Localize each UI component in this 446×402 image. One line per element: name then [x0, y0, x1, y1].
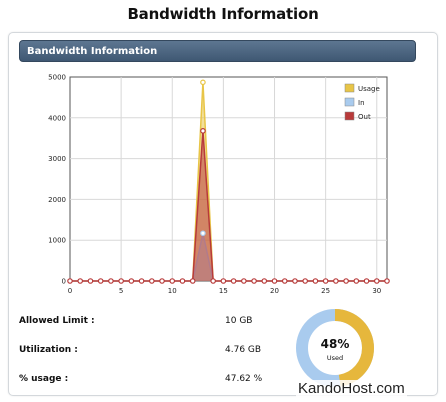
- data-point-out: [159, 278, 165, 284]
- x-tick-label: 5: [119, 287, 123, 295]
- data-point-out: [230, 278, 237, 284]
- data-point-out: [77, 278, 84, 284]
- data-point-out: [128, 278, 135, 284]
- legend-label-out: Out: [358, 113, 371, 121]
- data-point-out: [322, 278, 329, 284]
- y-tick-label: 1000: [48, 237, 66, 245]
- watermark: KandoHost.com: [296, 380, 407, 397]
- y-tick-label: 5000: [48, 74, 66, 82]
- data-point-out: [302, 278, 308, 284]
- data-point-out: [169, 278, 176, 284]
- usage-percent-value: 47.62 %: [225, 374, 263, 384]
- legend-swatch-out: [344, 111, 355, 121]
- donut-percent-label: 48%: [321, 337, 350, 351]
- y-tick-label: 2000: [48, 196, 66, 204]
- utilization-value: 4.76 GB: [225, 345, 262, 355]
- legend-swatch-usage: [344, 83, 355, 93]
- data-point-out: [189, 278, 196, 284]
- data-point-out: [67, 278, 73, 284]
- x-tick-label: 10: [168, 287, 177, 295]
- donut-caption: Used: [327, 354, 343, 362]
- legend-label-usage: Usage: [358, 85, 380, 93]
- data-point-out: [343, 278, 349, 284]
- allowed-limit-value: 10 GB: [225, 316, 253, 326]
- data-point-out: [353, 278, 360, 284]
- x-tick-label: 15: [219, 287, 228, 295]
- x-tick-label: 0: [68, 287, 72, 295]
- x-tick-label: 30: [372, 287, 381, 295]
- plot-area: [69, 76, 388, 282]
- page-title: Bandwidth Information: [127, 5, 319, 23]
- data-point-out: [200, 128, 206, 134]
- data-point-out: [97, 278, 104, 284]
- legend-swatch-in: [344, 97, 355, 107]
- usage-donut: 48% Used: [296, 309, 374, 387]
- data-point-out: [149, 278, 155, 284]
- data-point-out: [384, 278, 390, 284]
- utilization-label: Utilization :: [19, 345, 78, 355]
- data-point-out: [271, 278, 278, 284]
- legend-label-in: In: [358, 99, 365, 107]
- data-point-out: [251, 278, 257, 284]
- data-point-out: [179, 278, 186, 284]
- data-point-out: [261, 278, 268, 284]
- legend: Usage In Out: [344, 83, 380, 121]
- allowed-limit-label: Allowed Limit :: [19, 316, 95, 326]
- donut-used-arc: [296, 309, 374, 387]
- panel-header: Bandwidth Information: [19, 40, 416, 62]
- data-point-out: [241, 278, 247, 284]
- data-point-out: [333, 278, 339, 284]
- usage-percent-label: % usage :: [19, 374, 69, 384]
- data-point-usage: [200, 79, 206, 86]
- grid-lines: [70, 77, 387, 281]
- data-point-out: [108, 278, 114, 284]
- data-point-out: [281, 278, 288, 284]
- data-point-out: [138, 278, 145, 284]
- data-point-out: [373, 278, 380, 284]
- data-point-in: [200, 230, 206, 237]
- data-point-out: [363, 278, 370, 284]
- data-point-out: [118, 278, 124, 284]
- y-tick-label: 3000: [48, 155, 66, 163]
- data-point-out: [87, 278, 94, 284]
- data-point-out: [292, 278, 298, 284]
- data-point-out: [312, 278, 319, 284]
- x-tick-label: 20: [270, 287, 279, 295]
- points-layer: [67, 79, 390, 284]
- data-point-out: [220, 278, 227, 284]
- y-tick-label: 4000: [48, 114, 66, 122]
- data-point-out: [210, 278, 216, 284]
- y-tick-label: 0: [62, 278, 66, 286]
- x-tick-label: 25: [321, 287, 330, 295]
- ticks-layer: 0 1000 2000 3000 4000 5000 0 5 10 15 20 25 30: [48, 74, 381, 296]
